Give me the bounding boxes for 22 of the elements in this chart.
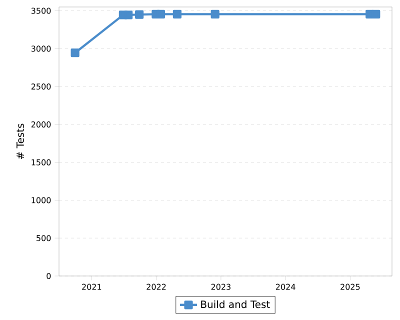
- point: [372, 10, 380, 18]
- point: [156, 10, 166, 18]
- y-axis-title: # Tests: [16, 124, 24, 159]
- point: [70, 48, 80, 58]
- y-tick-label: 2000: [31, 121, 51, 128]
- y-tick-label: 1500: [32, 159, 51, 166]
- y-tick-label: 2500: [31, 84, 51, 90]
- y-tick-label: 0: [46, 272, 51, 280]
- y-tick-label: 500: [36, 235, 51, 242]
- x-tick-label: 2022: [146, 284, 166, 290]
- x-tick-label: 2024: [276, 284, 296, 290]
- x-tick-label: 2021: [82, 284, 102, 290]
- y-tick-label: 3500: [31, 8, 51, 14]
- point: [124, 10, 133, 20]
- y-tick-label: 3000: [31, 46, 51, 52]
- point: [135, 10, 144, 19]
- legend-label: Build and Test: [201, 300, 270, 308]
- x-tick-label: 2025: [340, 284, 360, 290]
- y-tick-label: 1000: [32, 197, 51, 204]
- x-tick-label: 2023: [211, 284, 230, 290]
- point: [172, 10, 182, 18]
- point: [210, 10, 220, 18]
